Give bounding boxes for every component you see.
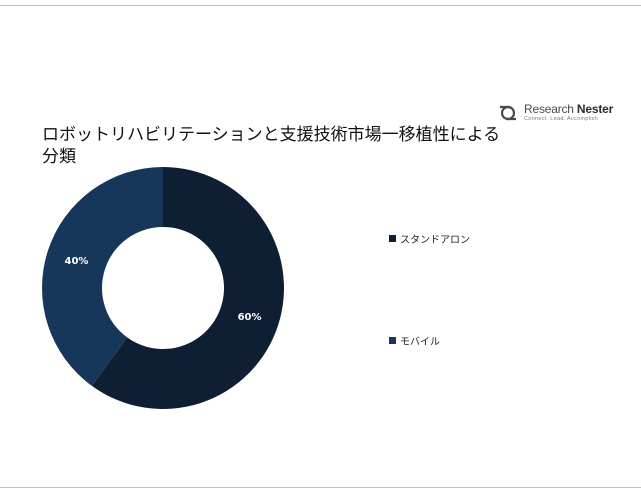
research-nester-logo: Research Nester Connect. Lead. Accomplis… — [497, 102, 613, 124]
logo-mark-icon — [500, 105, 516, 121]
logo-tagline: Connect. Lead. Accomplish — [524, 116, 599, 122]
legend-swatch-icon — [389, 235, 396, 242]
legend-label: モバイル — [400, 337, 440, 348]
bottom-divider — [0, 487, 641, 488]
donut-slice-2 — [42, 167, 163, 386]
slice-data-label: 40% — [64, 256, 88, 267]
legend-item-standalone: スタンドアロン — [389, 231, 470, 246]
legend-item-mobile: モバイル — [389, 333, 440, 348]
logo-name: Research Nester — [524, 102, 614, 116]
top-divider — [0, 5, 641, 6]
chart-title: ロボットリハビリテーションと支援技術市場一移植性による分類 — [42, 125, 501, 167]
donut-slice-1 — [91, 166, 285, 409]
legend-swatch-icon — [389, 337, 396, 344]
slice-data-label: 60% — [238, 312, 262, 323]
legend-label: スタンドアロン — [400, 235, 470, 246]
